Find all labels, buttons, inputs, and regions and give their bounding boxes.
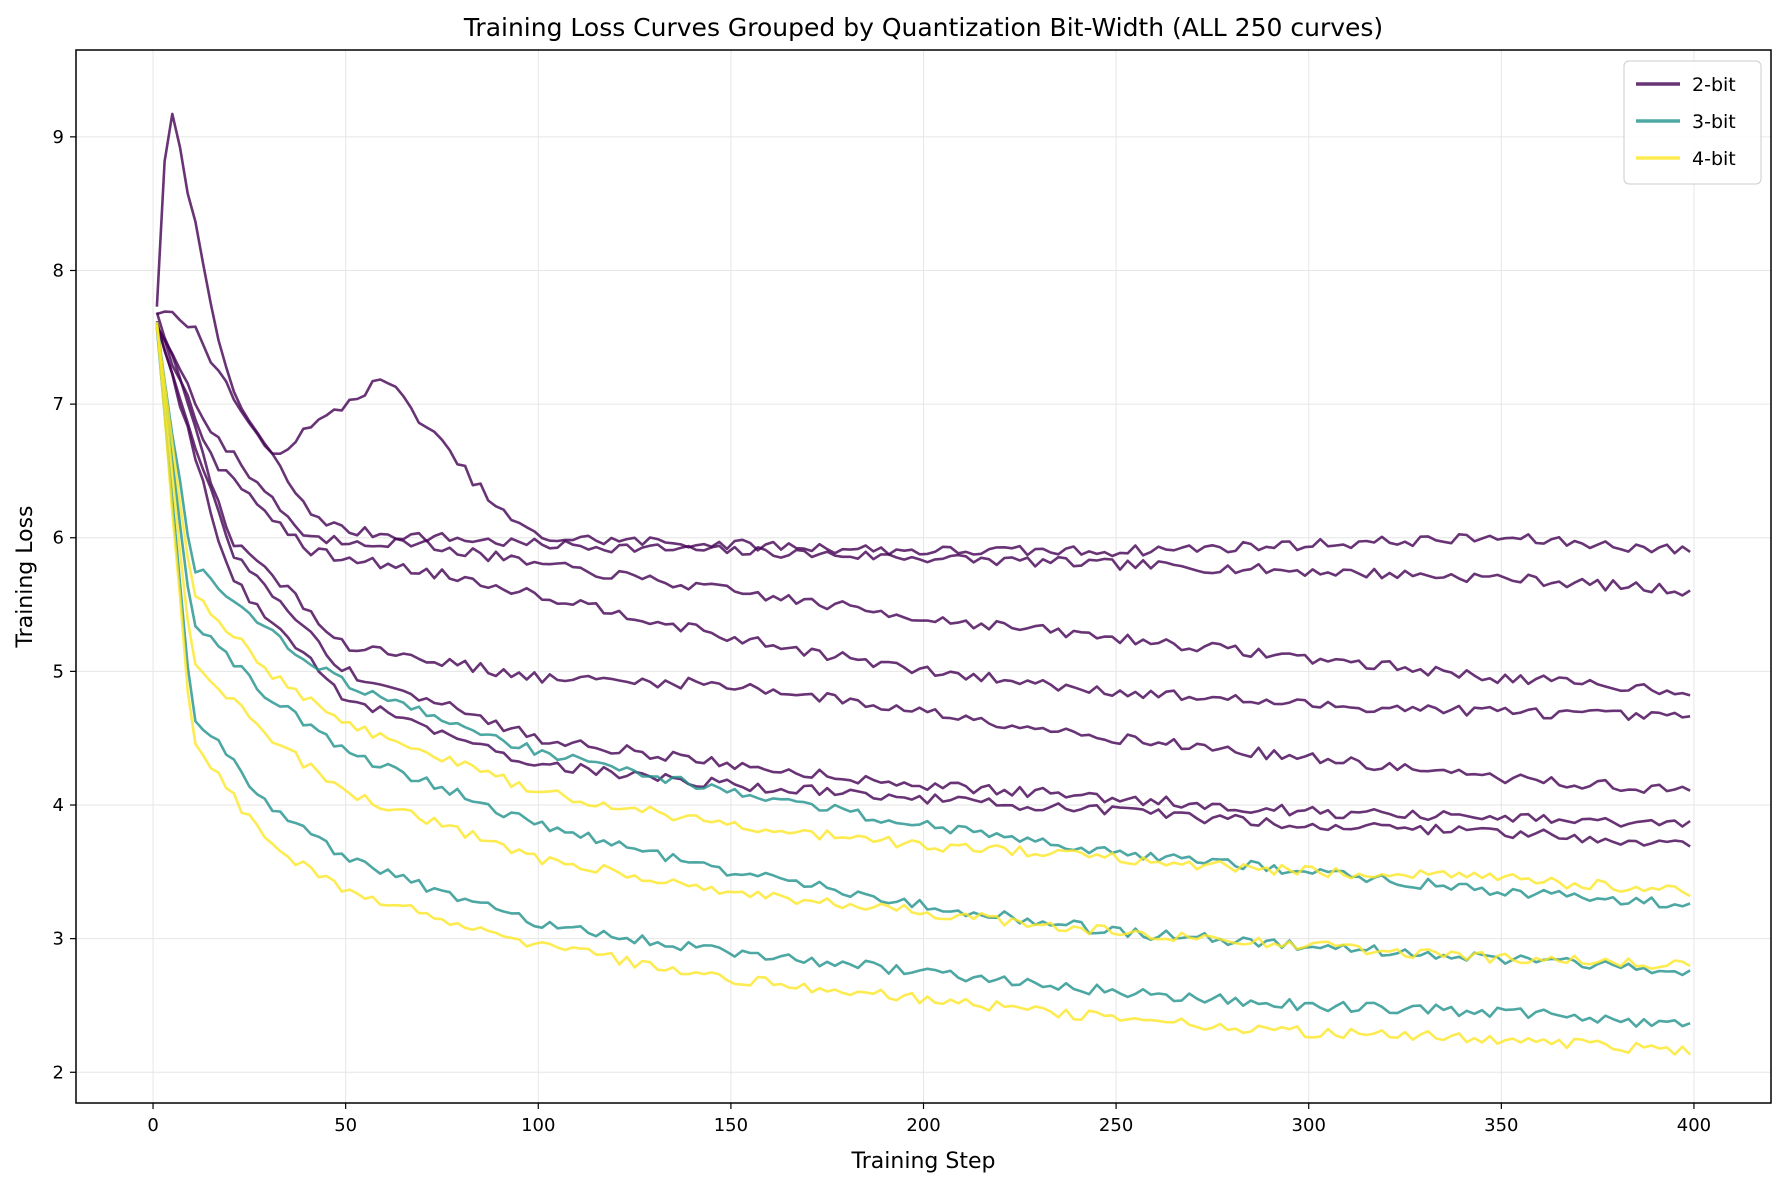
legend: 2-bit 3-bit 4-bit bbox=[1623, 60, 1762, 185]
y-tick-label: 7 bbox=[53, 394, 64, 415]
x-tick-label: 400 bbox=[1677, 1115, 1711, 1136]
loss-curve bbox=[155, 325, 1691, 970]
loss-curve bbox=[155, 325, 1691, 977]
y-tick-label: 6 bbox=[53, 528, 64, 549]
loss-curve bbox=[155, 327, 1691, 1028]
loss-curve bbox=[155, 324, 1691, 898]
y-axis-label: Training Loss bbox=[13, 505, 38, 648]
y-tick-label: 8 bbox=[53, 260, 64, 281]
loss-curve bbox=[155, 322, 1691, 909]
x-tick-label: 150 bbox=[714, 1115, 748, 1136]
loss-curve bbox=[155, 312, 1691, 794]
series-4-bit bbox=[155, 321, 1692, 1056]
loss-curve bbox=[155, 320, 1691, 828]
plot-lines bbox=[155, 112, 1692, 1056]
y-tick-label: 9 bbox=[53, 127, 64, 148]
loss-curve bbox=[155, 325, 1691, 697]
y-tick-label: 3 bbox=[53, 929, 64, 950]
y-tick-label: 4 bbox=[53, 795, 64, 816]
legend-label: 2-bit bbox=[1692, 74, 1736, 96]
x-tick-label: 250 bbox=[1099, 1115, 1133, 1136]
legend-label: 4-bit bbox=[1692, 148, 1736, 170]
tick-layer: 0 50 100 150 200 250 300 350 400 2 3 4 5 6 7 8 9 bbox=[53, 127, 1712, 1136]
loss-curve bbox=[155, 112, 1691, 597]
x-tick-label: 350 bbox=[1484, 1115, 1518, 1136]
x-tick-label: 100 bbox=[521, 1115, 555, 1136]
y-tick-label: 5 bbox=[53, 661, 64, 682]
series-2-bit bbox=[155, 112, 1691, 848]
loss-curve bbox=[156, 310, 1691, 558]
loss-curve bbox=[155, 325, 1691, 721]
x-tick-label: 0 bbox=[147, 1115, 158, 1136]
legend-box bbox=[1623, 60, 1762, 185]
x-tick-label: 300 bbox=[1292, 1115, 1326, 1136]
chart-title: Training Loss Curves Grouped by Quantiza… bbox=[463, 13, 1383, 42]
grid-layer bbox=[76, 50, 1771, 1103]
series-3-bit bbox=[155, 322, 1691, 1028]
x-tick-label: 50 bbox=[334, 1115, 357, 1136]
x-axis-label: Training Step bbox=[851, 1149, 996, 1174]
y-tick-label: 2 bbox=[53, 1062, 64, 1083]
x-tick-label: 200 bbox=[906, 1115, 940, 1136]
loss-curve bbox=[155, 323, 1691, 848]
legend-label: 3-bit bbox=[1692, 111, 1736, 133]
loss-curve bbox=[155, 321, 1692, 1056]
